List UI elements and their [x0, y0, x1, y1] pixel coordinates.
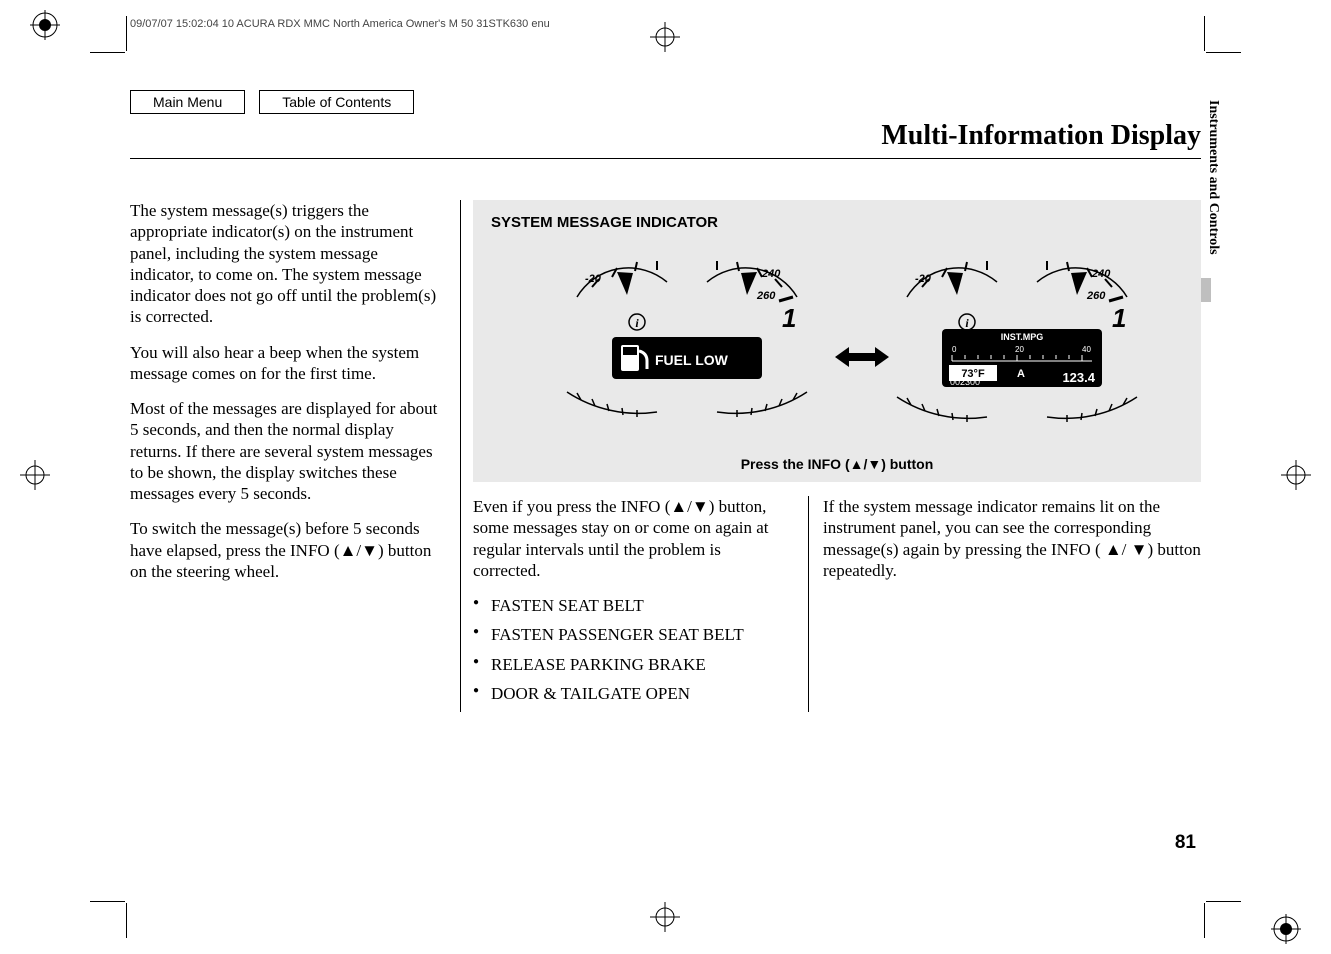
svg-text:-20: -20	[585, 273, 602, 285]
page-title: Multi-Information Display	[881, 120, 1201, 152]
svg-text:123.4: 123.4	[1062, 370, 1095, 385]
list-item: FASTEN SEAT BELT	[473, 595, 790, 616]
registration-mark	[30, 10, 60, 40]
title-rule	[130, 158, 1201, 159]
svg-text:A: A	[1017, 368, 1025, 380]
column-1: The system message(s) triggers the appro…	[130, 200, 460, 712]
registration-mark	[20, 460, 50, 490]
page-number: 81	[1175, 832, 1196, 854]
svg-text:0: 0	[952, 345, 957, 354]
col3-p1: If the system message indicator remains …	[823, 496, 1201, 581]
registration-mark	[650, 22, 680, 52]
svg-text:002300: 002300	[950, 377, 980, 387]
svg-text:260: 260	[756, 290, 776, 302]
svg-text:i: i	[965, 316, 969, 330]
svg-text:40: 40	[1082, 345, 1091, 354]
registration-mark	[1281, 460, 1311, 490]
svg-text:240: 240	[1091, 268, 1111, 280]
instrument-cluster-diagram: -20 240 260 i 1 FUEL LOW	[491, 237, 1183, 447]
column-2: Even if you press the INFO (▲/▼) button,…	[473, 496, 808, 712]
svg-text:1: 1	[1112, 303, 1126, 333]
svg-text:260: 260	[1086, 290, 1106, 302]
svg-text:INST.MPG: INST.MPG	[1001, 332, 1044, 342]
column-3: If the system message indicator remains …	[809, 496, 1201, 712]
section-tab-label: Instruments and Controls	[1205, 100, 1221, 310]
main-menu-button[interactable]: Main Menu	[130, 90, 245, 114]
svg-text:-20: -20	[915, 273, 932, 285]
svg-text:i: i	[635, 316, 639, 330]
registration-mark	[1271, 914, 1301, 944]
svg-text:240: 240	[761, 268, 781, 280]
message-list: FASTEN SEAT BELT FASTEN PASSENGER SEAT B…	[473, 595, 790, 704]
header-meta: 09/07/07 15:02:04 10 ACURA RDX MMC North…	[130, 18, 550, 30]
list-item: DOOR & TAILGATE OPEN	[473, 683, 790, 704]
figure-caption: Press the INFO (▲/▼) button	[491, 456, 1183, 472]
col1-p1: The system message(s) triggers the appro…	[130, 200, 442, 328]
figure-panel: SYSTEM MESSAGE INDICATOR	[473, 200, 1201, 482]
col2-intro: Even if you press the INFO (▲/▼) button,…	[473, 496, 790, 581]
col1-p3: Most of the messages are displayed for a…	[130, 398, 442, 504]
registration-mark	[650, 902, 680, 932]
figure-title: SYSTEM MESSAGE INDICATOR	[491, 214, 1183, 231]
toc-button[interactable]: Table of Contents	[259, 90, 414, 114]
svg-text:FUEL LOW: FUEL LOW	[655, 352, 729, 368]
svg-text:1: 1	[782, 303, 796, 333]
list-item: RELEASE PARKING BRAKE	[473, 654, 790, 675]
col1-p2: You will also hear a beep when the syste…	[130, 342, 442, 385]
column-divider	[460, 200, 461, 712]
list-item: FASTEN PASSENGER SEAT BELT	[473, 624, 790, 645]
svg-text:20: 20	[1015, 345, 1024, 354]
col1-p4: To switch the message(s) before 5 second…	[130, 518, 442, 582]
